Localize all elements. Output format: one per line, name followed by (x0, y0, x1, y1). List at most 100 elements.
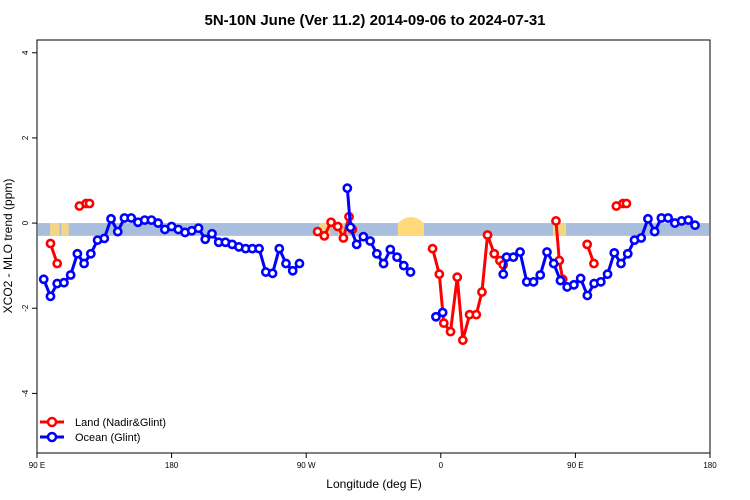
land-data-point (482, 230, 493, 240)
ocean-data-point (365, 236, 376, 246)
ocean-data-point (690, 220, 700, 231)
ocean-data-point (112, 226, 123, 237)
ocean-data-point (555, 275, 566, 286)
plot-frame (36, 39, 711, 454)
y-tick-label: 4 (21, 50, 30, 55)
ocean-data-point (649, 226, 660, 237)
ocean-data-point (371, 248, 382, 259)
legend: Land (Nadir&Glint) Ocean (Glint) (40, 416, 166, 444)
legend-entry-ocean: Ocean (Glint) (40, 431, 140, 444)
ocean-data-point (378, 258, 389, 269)
x-tick-label: 0 (439, 461, 444, 470)
land-data-point (312, 226, 323, 237)
ocean-data-point (345, 222, 356, 233)
ocean-data-point (582, 290, 593, 301)
land-data-point (438, 318, 449, 329)
y-tick-label: -4 (21, 389, 30, 397)
ocean-data-point (254, 243, 264, 254)
ocean-band (38, 223, 709, 236)
ocean-data-point (38, 274, 49, 285)
ocean-data-point (294, 258, 305, 269)
ocean-data-point (281, 258, 291, 269)
legend-land-marker (46, 416, 58, 428)
land-data-point (582, 239, 593, 250)
land-data-point (621, 198, 632, 209)
land-data-point (477, 287, 487, 297)
ocean-data-point (515, 247, 525, 257)
land-band (397, 217, 424, 236)
ocean-data-point (616, 258, 626, 269)
ocean-data-point (385, 244, 396, 255)
ocean-data-point (45, 291, 56, 302)
land-data-point (434, 269, 445, 280)
land-data-point (471, 309, 482, 320)
land-data-point (589, 258, 599, 269)
series-layer (38, 183, 700, 346)
legend-ocean-marker (46, 431, 58, 443)
ocean-data-point (622, 248, 633, 259)
ocean-data-point (85, 248, 96, 259)
x-tick-label: 90 W (297, 461, 316, 470)
land-band (50, 223, 60, 236)
ocean-data-point (351, 239, 362, 250)
ocean-data-point (153, 218, 164, 228)
y-tick-label: 0 (21, 220, 30, 225)
land-data-point (332, 221, 343, 232)
ocean-data-point (498, 269, 509, 280)
land-band (61, 223, 69, 236)
x-tick-label: 90 E (29, 461, 45, 470)
ocean-data-point (437, 307, 448, 318)
ocean-data-point (595, 276, 606, 287)
ocean-data-point (609, 247, 620, 258)
ocean-data-point (342, 183, 353, 194)
ocean-data-point (267, 268, 278, 279)
x-tick-label: 180 (703, 461, 717, 470)
ocean-data-point (392, 252, 402, 263)
ocean-data-point (287, 265, 298, 276)
land-band (319, 223, 331, 236)
land-data-point (457, 335, 468, 346)
ocean-data-point (643, 213, 653, 224)
x-axis-label: Longitude (deg E) (326, 477, 421, 491)
ocean-data-point (207, 228, 217, 239)
legend-land-label: Land (Nadir&Glint) (75, 417, 166, 429)
y-axis-label: XCO2 - MLO trend (ppm) (1, 179, 15, 314)
ocean-data-point (398, 260, 409, 271)
land-data-point (319, 230, 330, 241)
x-axis-ticks: 90 E 180 90 W 0 90 E 180 (29, 453, 717, 470)
ocean-data-point (663, 213, 674, 223)
land-data-point (445, 326, 456, 337)
ocean-data-point (535, 270, 546, 280)
y-tick-label: -2 (21, 304, 30, 312)
ocean-data-point (569, 279, 579, 290)
land-band (564, 223, 567, 236)
ocean-data-point (602, 269, 613, 280)
ocean-data-point (65, 270, 76, 280)
chart-title: 5N-10N June (Ver 11.2) 2014-09-06 to 202… (204, 12, 545, 29)
land-data-point (52, 258, 63, 269)
ocean-data-point (200, 234, 211, 245)
land-data-point (45, 238, 56, 249)
land-data-point (427, 243, 438, 254)
land-data-point (551, 216, 561, 226)
legend-entry-land: Land (Nadir&Glint) (40, 416, 166, 429)
ocean-data-point (106, 213, 116, 224)
ocean-data-point (575, 273, 586, 284)
ocean-data-point (542, 247, 552, 257)
land-data-point (338, 233, 349, 243)
ocean-data-point (683, 215, 694, 226)
ocean-data-point (274, 243, 285, 254)
land-data-point (326, 217, 336, 228)
ocean-data-point (548, 258, 559, 269)
ocean-data-point (528, 276, 539, 287)
ocean-data-point (99, 233, 110, 244)
ocean-data-point (126, 213, 137, 223)
ocean-data-point (431, 311, 441, 322)
x-tick-label: 180 (165, 461, 179, 470)
land-data-point (489, 248, 500, 259)
ocean-data-point (636, 233, 647, 243)
ocean-data-point (508, 252, 519, 263)
ocean-data-point (79, 258, 90, 269)
ocean-data-point (405, 267, 416, 277)
